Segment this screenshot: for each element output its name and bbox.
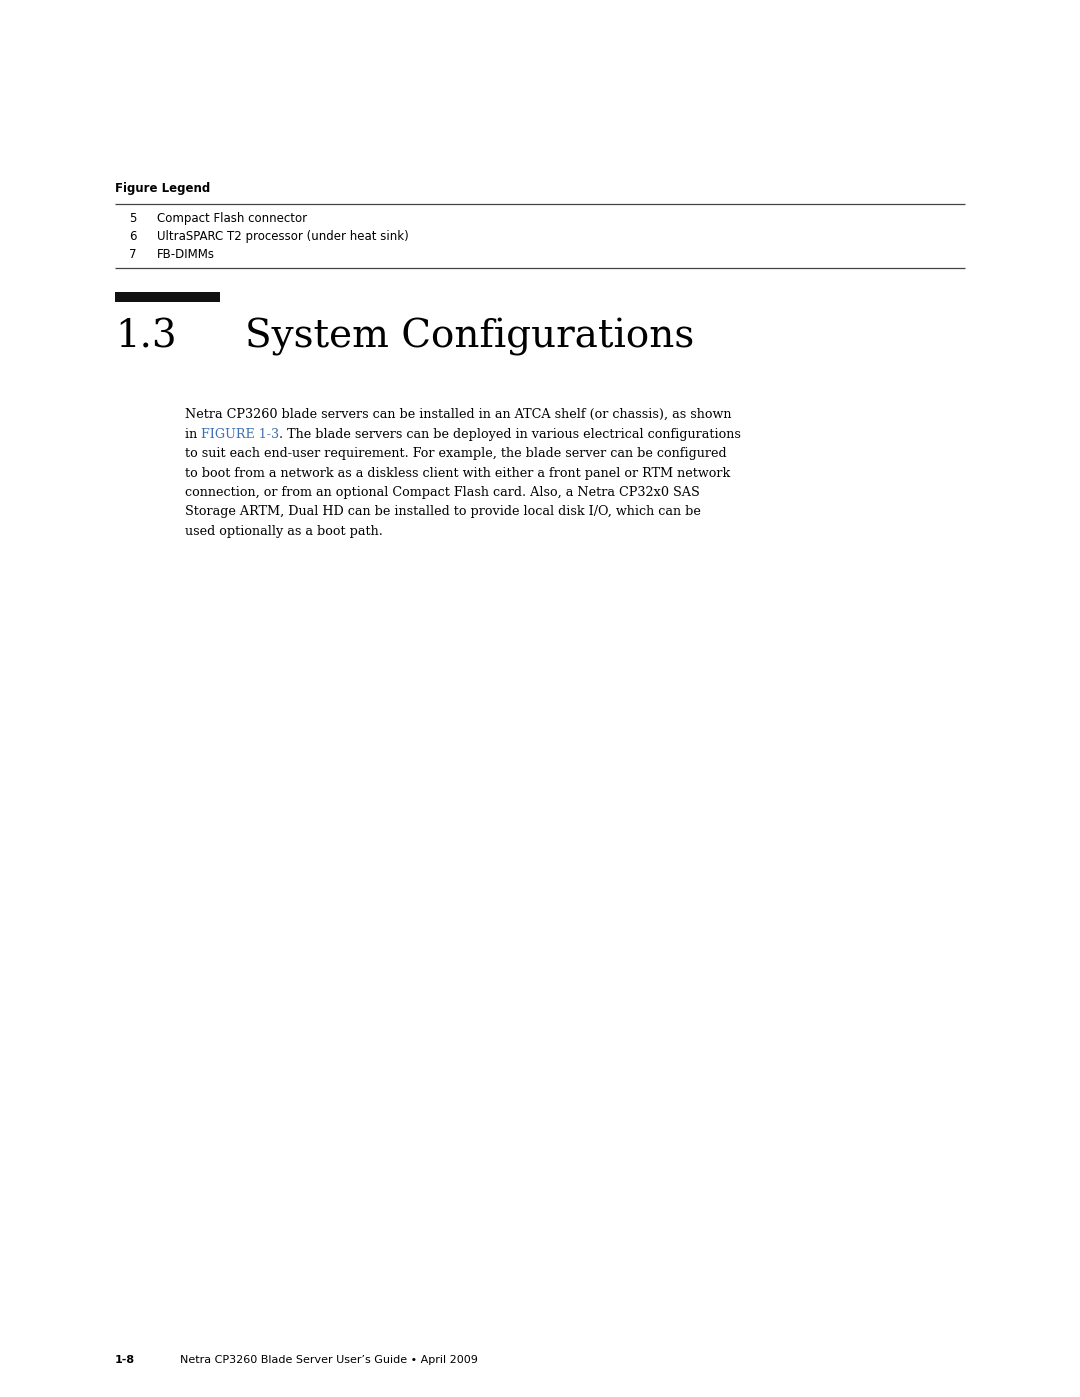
Text: 1.3: 1.3: [114, 319, 177, 355]
Text: Netra CP3260 blade servers can be installed in an ATCA shelf (or chassis), as sh: Netra CP3260 blade servers can be instal…: [185, 408, 731, 420]
Text: FB-DIMMs: FB-DIMMs: [157, 249, 215, 261]
Text: System Configurations: System Configurations: [245, 319, 694, 356]
Text: connection, or from an optional Compact Flash card. Also, a Netra CP32x0 SAS: connection, or from an optional Compact …: [185, 486, 700, 499]
Bar: [114, 292, 220, 302]
Text: used optionally as a boot path.: used optionally as a boot path.: [185, 525, 383, 538]
Text: UltraSPARC T2 processor (under heat sink): UltraSPARC T2 processor (under heat sink…: [157, 231, 408, 243]
Text: Compact Flash connector: Compact Flash connector: [157, 212, 307, 225]
Text: 5: 5: [130, 212, 137, 225]
Text: in: in: [185, 427, 201, 440]
Text: 6: 6: [130, 231, 137, 243]
Text: Figure Legend: Figure Legend: [114, 182, 211, 196]
Text: 7: 7: [130, 249, 137, 261]
Text: . The blade servers can be deployed in various electrical configurations: . The blade servers can be deployed in v…: [280, 427, 741, 440]
Text: to boot from a network as a diskless client with either a front panel or RTM net: to boot from a network as a diskless cli…: [185, 467, 730, 479]
Text: Storage ARTM, Dual HD can be installed to provide local disk I/O, which can be: Storage ARTM, Dual HD can be installed t…: [185, 506, 701, 518]
Text: to suit each end-user requirement. For example, the blade server can be configur: to suit each end-user requirement. For e…: [185, 447, 727, 460]
Text: 1-8: 1-8: [114, 1355, 135, 1365]
Text: Netra CP3260 Blade Server User’s Guide • April 2009: Netra CP3260 Blade Server User’s Guide •…: [180, 1355, 477, 1365]
Text: FIGURE 1-3: FIGURE 1-3: [201, 427, 280, 440]
